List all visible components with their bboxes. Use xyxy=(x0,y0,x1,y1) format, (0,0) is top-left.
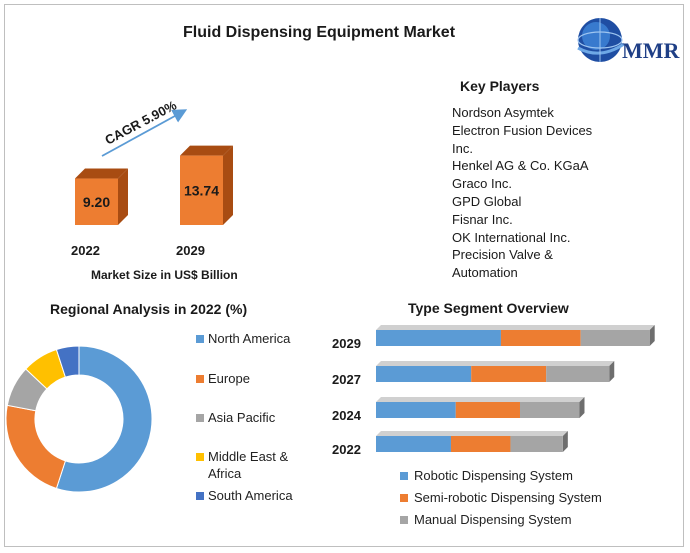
cagr-arrow xyxy=(101,109,188,157)
stacked-bar-segment xyxy=(455,402,520,418)
donut-slice xyxy=(55,345,153,493)
logo-text: MMR xyxy=(622,38,680,63)
stacked-bar-segment xyxy=(500,330,581,346)
bar xyxy=(180,155,223,225)
donut-slice xyxy=(5,404,67,490)
legend-swatch xyxy=(196,453,204,461)
bar-top-face xyxy=(376,397,585,402)
donut-slice xyxy=(55,345,80,378)
stacked-bar-segment xyxy=(376,366,472,382)
stacked-bar-segment xyxy=(376,330,501,346)
stacked-bar-segment xyxy=(376,402,456,418)
legend-swatch xyxy=(400,471,408,480)
bar-top xyxy=(180,145,233,156)
key-players-list: Nordson Asymtek Electron Fusion Devices … xyxy=(452,104,612,282)
bar xyxy=(75,178,118,225)
legend-swatch xyxy=(196,492,204,500)
bar-side-face xyxy=(562,431,568,452)
y-tick-label: 2029 xyxy=(332,336,361,351)
legend-swatch xyxy=(196,375,204,383)
globe-icon xyxy=(577,18,625,62)
x-tick-label: 2029 xyxy=(176,243,205,258)
legend-swatch xyxy=(400,515,408,524)
y-tick-label: 2024 xyxy=(332,408,362,423)
bar-top-face xyxy=(376,325,655,330)
bar-side-face xyxy=(579,397,585,418)
stacked-bar-segment xyxy=(519,402,580,418)
stacked-bar-segment xyxy=(450,436,511,452)
bar-side xyxy=(118,168,128,225)
legend-label: Asia Pacific xyxy=(208,410,276,425)
regional-legend: North America Europe Asia Pacific Middle Ea… xyxy=(196,330,326,510)
key-player-item: Fisnar Inc. xyxy=(452,211,513,227)
bar-side xyxy=(223,145,233,225)
market-size-chart: 9.20 2022 13.74 2029 Market Size in US$ Bill… xyxy=(71,97,238,282)
legend-label: South America xyxy=(208,488,293,503)
stacked-bar-segment xyxy=(510,436,563,452)
bar-top-face xyxy=(376,361,615,366)
legend-swatch xyxy=(196,335,204,343)
bar-value-label: 13.74 xyxy=(184,182,219,198)
legend-label: Middle East & Africa xyxy=(208,449,289,481)
key-player-item: GPD Global xyxy=(452,193,522,209)
stacked-bar-segment xyxy=(376,436,451,452)
y-tick-label: 2027 xyxy=(332,372,361,387)
x-tick-label: 2022 xyxy=(71,243,100,258)
bar-side-face xyxy=(609,361,615,382)
regional-chart-title: Regional Analysis in 2022 (%) xyxy=(50,301,248,317)
key-player-item: Henkel AG & Co. KGaA xyxy=(452,158,589,174)
legend-swatch xyxy=(400,493,408,502)
key-player-item: Precision Valve & Automation xyxy=(452,247,553,281)
bar-side-face xyxy=(649,325,655,346)
legend-label: Manual Dispensing System xyxy=(414,512,572,527)
key-players-title: Key Players xyxy=(460,78,540,94)
page-title: Fluid Dispensing Equipment Market xyxy=(183,24,456,41)
legend-label: Robotic Dispensing System xyxy=(414,468,573,483)
legend-label: Semi-robotic Dispensing System xyxy=(414,490,602,505)
regional-donut-chart xyxy=(5,345,153,493)
bar-top-face xyxy=(376,431,568,436)
legend-swatch xyxy=(196,414,204,422)
stacked-bar-segment xyxy=(471,366,547,382)
bar-top xyxy=(75,168,128,179)
y-tick-label: 2022 xyxy=(332,442,361,457)
bar-value-label: 9.20 xyxy=(83,194,110,210)
key-player-item: Nordson Asymtek xyxy=(452,105,554,120)
legend-item: Manual Dispensing System xyxy=(400,512,572,527)
cagr-annotation: CAGR 5.90% xyxy=(102,97,179,147)
legend-label: Europe xyxy=(208,371,250,386)
legend-item: Robotic Dispensing System xyxy=(400,468,573,483)
stacked-bar-segment xyxy=(580,330,650,346)
stacked-bar-segment xyxy=(546,366,610,382)
key-player-item: OK International Inc. xyxy=(452,229,571,245)
type-chart-title: Type Segment Overview xyxy=(408,300,569,316)
key-player-item: Electron Fusion Devices Inc. xyxy=(452,122,593,156)
legend-item: Semi-robotic Dispensing System xyxy=(400,490,602,505)
type-segment-chart: 2029 2027 2024 2022 xyxy=(332,325,655,457)
type-legend: Robotic Dispensing System Semi-robotic Di… xyxy=(400,468,660,538)
key-player-item: Graco Inc. xyxy=(452,176,512,192)
x-axis-label: Market Size in US$ Billion xyxy=(91,268,238,282)
legend-label: North America xyxy=(208,331,291,346)
